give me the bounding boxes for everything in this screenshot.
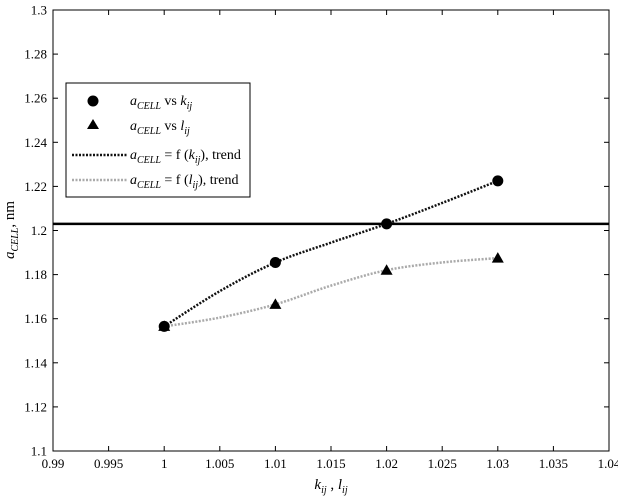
x-tick-label: 1.04 xyxy=(598,456,618,471)
x-tick-label: 1.01 xyxy=(264,456,287,471)
legend-entry-trend-l: aCELL = f (lij), trend xyxy=(72,173,239,191)
x-axis-label: kij , lij xyxy=(314,477,347,496)
legend-label: aCELL vs lij xyxy=(130,119,190,137)
data-point-triangle xyxy=(491,252,504,263)
y-tick-label: 1.12 xyxy=(24,399,47,414)
legend-label: aCELL = f (lij), trend xyxy=(130,173,239,191)
x-tick-label: 1.015 xyxy=(316,456,345,471)
legend-label: aCELL vs kij xyxy=(130,94,192,112)
series-markers xyxy=(158,175,504,332)
x-tick-label: 1.03 xyxy=(486,456,509,471)
y-tick-label: 1.3 xyxy=(31,3,47,18)
y-tick-label: 1.14 xyxy=(24,355,47,370)
legend-triangle-marker xyxy=(87,119,99,129)
y-tick-label: 1.26 xyxy=(24,91,47,106)
data-point-triangle xyxy=(380,264,393,275)
y-tick-label: 1.28 xyxy=(24,47,47,62)
legend-entry-trend-k: aCELL = f (kij), trend xyxy=(72,148,241,166)
legend-entry-a-cell-vs-k: aCELL vs kij xyxy=(87,94,192,112)
x-tick-label: 1.02 xyxy=(375,456,398,471)
y-tick-label: 1.22 xyxy=(24,179,47,194)
x-tick-label: 0.99 xyxy=(42,456,65,471)
data-point-circle xyxy=(269,256,281,268)
legend-entry-a-cell-vs-l: aCELL vs lij xyxy=(87,119,190,137)
data-point-circle xyxy=(492,175,504,187)
data-point-triangle xyxy=(158,320,171,331)
x-tick-label: 1.035 xyxy=(539,456,568,471)
y-axis-label: aCELL, nm xyxy=(2,201,21,259)
legend-circle-marker xyxy=(87,95,99,107)
plot-area xyxy=(52,9,610,452)
axis-ticks xyxy=(52,9,610,452)
legend-label: aCELL = f (kij), trend xyxy=(130,148,241,166)
trend-line-series-2 xyxy=(163,179,499,328)
y-tick-label: 1.18 xyxy=(24,267,47,282)
x-tick-label: 0.995 xyxy=(94,456,123,471)
data-point-triangle xyxy=(269,298,282,309)
axis-tick-labels: 0.99 0.995 1 1.005 1.01 1.015 1.02 1.025 1.03 1.0… xyxy=(24,3,618,472)
trend-line-series-3 xyxy=(164,256,498,328)
legend: aCELL vs kij aCELL vs lij aCELL = f (kij… xyxy=(65,82,251,198)
y-tick-label: 1.2 xyxy=(31,223,47,238)
x-tick-label: 1.005 xyxy=(205,456,234,471)
y-tick-label: 1.24 xyxy=(24,135,47,150)
y-tick-label: 1.16 xyxy=(24,311,47,326)
series-lines xyxy=(163,179,499,328)
y-tick-label: 1.1 xyxy=(31,444,47,459)
x-tick-label: 1.025 xyxy=(428,456,457,471)
x-tick-label: 1 xyxy=(161,456,168,471)
data-point-circle xyxy=(381,218,393,230)
